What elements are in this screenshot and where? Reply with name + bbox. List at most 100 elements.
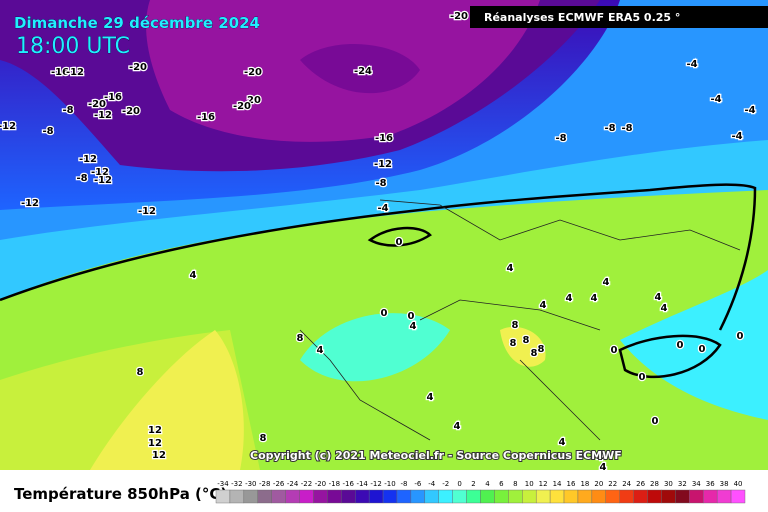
contour-label: 4 [507, 263, 514, 274]
scale-swatch [647, 489, 662, 504]
scale-tick-label: -22 [301, 480, 312, 488]
contour-label: 4 [661, 303, 668, 314]
scale-tick-label: -28 [259, 480, 270, 488]
scale-tick-label: 2 [471, 480, 475, 488]
scale-tick-label: -14 [356, 480, 368, 488]
contour-label: 4 [591, 293, 598, 304]
scale-tick-label: -34 [217, 480, 229, 488]
scale-tick-label: 22 [608, 480, 617, 488]
contour-label: 0 [639, 372, 646, 383]
contour-label: -8 [621, 123, 632, 134]
scale-swatch [716, 489, 732, 504]
scale-tick-label: -8 [400, 480, 407, 488]
scale-tick-label: 30 [664, 480, 673, 488]
scale-swatch [438, 489, 453, 504]
map-title: Dimanche 29 décembre 2024 [14, 14, 260, 32]
scale-tick-label: 40 [734, 480, 743, 488]
contour-label: -20 [450, 11, 468, 22]
scale-swatch [243, 489, 258, 504]
contour-label: -12 [79, 154, 97, 165]
copyright: Copyright (c) 2021 Meteociel.fr - Source… [250, 449, 622, 462]
contour-label: 4 [317, 345, 324, 356]
scale-swatch [424, 489, 439, 504]
scale-swatch [341, 489, 356, 504]
scale-tick-label: -20 [315, 480, 326, 488]
scale-swatch [535, 489, 551, 504]
contour-label: 8 [538, 344, 545, 355]
contour-label: -16 [51, 67, 69, 78]
contour-label: -20 [122, 106, 140, 117]
contour-labels: -20-16-12 -20 -2020-20-24-8-20-12-16-20-16… [0, 10, 757, 475]
scale-tick-label: -18 [329, 480, 340, 488]
legend-title: Température 850hPa (°C) [14, 485, 227, 503]
contour-label: 0 [408, 311, 415, 322]
contour-label: 8 [531, 348, 538, 359]
scale-tick-label: 16 [567, 480, 576, 488]
scale-swatch [689, 489, 704, 504]
source-badge-bg [470, 6, 768, 28]
scale-swatch [508, 489, 523, 504]
scale-tick-label: 26 [636, 480, 645, 488]
contour-label: -4 [731, 131, 742, 142]
scale-swatch [619, 489, 634, 504]
scale-swatch [480, 489, 495, 504]
contour-label: -8 [62, 105, 73, 116]
contour-label: -12 [374, 159, 392, 170]
contour-label: -4 [377, 203, 388, 214]
scale-swatch [382, 489, 398, 504]
contour-label: 4 [190, 270, 197, 281]
contour-label: 4 [597, 452, 604, 463]
scale-swatch [605, 489, 620, 504]
contour-label: -12 [94, 110, 112, 121]
scale-tick-label: -12 [370, 480, 381, 488]
scale-tick-label: 32 [678, 480, 687, 488]
scale-tick-label: 20 [594, 480, 603, 488]
contour-label: 4 [559, 437, 566, 448]
scale-tick-label: 38 [720, 480, 729, 488]
scale-swatch [410, 489, 426, 504]
contour-label: -20 [244, 67, 262, 78]
scale-tick-label: 8 [513, 480, 517, 488]
contour-label: 4 [655, 292, 662, 303]
scale-tick-label: -4 [428, 480, 436, 488]
scale-swatch [577, 489, 593, 504]
scale-tick-label: 0 [457, 480, 461, 488]
scale-tick-label: -16 [343, 480, 355, 488]
contour-label: -4 [744, 105, 755, 116]
contour-label: 0 [381, 308, 388, 319]
contour-label: 8 [512, 320, 519, 331]
contour-label: 0 [677, 340, 684, 351]
contour-label: 4 [566, 293, 573, 304]
contour-label: 4 [540, 300, 547, 311]
contour-label: -20 [233, 101, 251, 112]
scale-swatch [633, 489, 648, 504]
scale-swatch [703, 489, 718, 504]
scale-tick-label: -26 [273, 480, 285, 488]
scale-tick-label: -2 [442, 480, 449, 488]
scale-swatch [730, 489, 746, 504]
scale-swatch [355, 489, 370, 504]
contour-label: 12 [152, 450, 166, 461]
scale-tick-label: 10 [525, 480, 534, 488]
scale-tick-label: -30 [245, 480, 256, 488]
contour-label: 0 [611, 345, 618, 356]
contour-label: -12 [138, 206, 156, 217]
scale-swatch [675, 489, 690, 504]
scale-swatch [591, 489, 606, 504]
scale-swatch [396, 489, 412, 504]
scale-swatch [452, 489, 467, 504]
contour-label: 12 [148, 425, 162, 436]
contour-label: -12 [94, 175, 112, 186]
scale-swatch [285, 489, 300, 504]
scale-swatch [299, 489, 314, 504]
scale-tick-label: -6 [414, 480, 422, 488]
contour-label: 0 [652, 416, 659, 427]
contour-label: -4 [710, 94, 721, 105]
scale-tick-label: 6 [499, 480, 504, 488]
scale-swatch [327, 489, 342, 504]
scale-tick-label: 12 [539, 480, 548, 488]
scale-tick-label: -32 [231, 480, 242, 488]
scale-swatch [661, 489, 676, 504]
contour-label: -8 [42, 126, 53, 137]
scale-tick-label: 4 [485, 480, 490, 488]
